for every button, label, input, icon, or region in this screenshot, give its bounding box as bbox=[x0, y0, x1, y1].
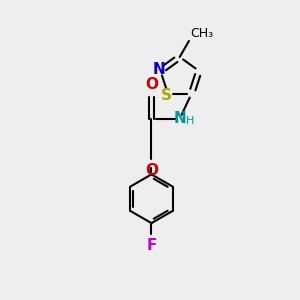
Text: F: F bbox=[146, 238, 157, 253]
Text: CH₃: CH₃ bbox=[190, 27, 213, 40]
Text: N: N bbox=[173, 111, 186, 126]
Text: N: N bbox=[153, 62, 165, 77]
Text: O: O bbox=[145, 164, 158, 178]
Text: S: S bbox=[161, 88, 172, 103]
Text: O: O bbox=[145, 77, 158, 92]
Text: H: H bbox=[186, 116, 194, 126]
